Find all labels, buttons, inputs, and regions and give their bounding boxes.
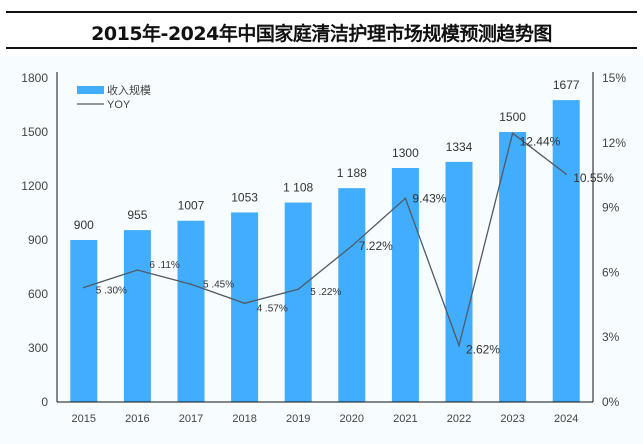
yoy-point-2023: [511, 132, 514, 135]
yoy-line: [83, 132, 567, 348]
yoy-value-label: 6 .11%: [149, 260, 179, 271]
bar-2015: [70, 240, 98, 402]
x-tick-label: 2023: [500, 413, 524, 425]
right-tick-label: 3%: [602, 330, 620, 344]
bar-2017: [177, 220, 205, 402]
x-tick-label: 2020: [340, 413, 364, 425]
left-tick-label: 900: [28, 233, 48, 247]
x-tick-label: 2015: [72, 413, 96, 425]
yoy-point-2016: [136, 269, 139, 271]
bar-2024: [552, 100, 580, 402]
left-tick-label: 300: [28, 341, 48, 355]
right-tick-label: 6%: [602, 265, 620, 279]
bar-2022: [445, 161, 473, 402]
x-tick-label: 2019: [286, 413, 310, 425]
yoy-value-label: 5 .45%: [203, 279, 234, 290]
right-tick-label: 12%: [602, 136, 626, 150]
yoy-point-2015: [83, 286, 85, 289]
yoy-value-label: 12.44%: [520, 134, 561, 148]
bar-value-label: 1007: [178, 199, 205, 213]
legend-line-label: YOY: [107, 99, 131, 111]
yoy-point-2022: [458, 344, 460, 347]
bar-2023: [499, 132, 527, 402]
bar-value-label: 1334: [446, 140, 473, 154]
bar-value-label: 1677: [553, 78, 580, 92]
yoy-point-2019: [297, 288, 300, 291]
yoy-point-2020: [351, 245, 353, 247]
x-tick-label: 2021: [393, 413, 417, 425]
right-tick-label: 15%: [602, 71, 626, 85]
bar-value-label: 1500: [499, 110, 526, 124]
right-tick-label: 0%: [602, 395, 620, 409]
yoy-point-2021: [404, 197, 407, 200]
left-tick-label: 0: [41, 395, 48, 409]
bar-2016: [123, 230, 151, 402]
yoy-value-label: 10.55%: [573, 171, 614, 185]
yoy-value-label: 7.22%: [359, 239, 393, 253]
legend-bar-swatch: [77, 86, 104, 94]
bar-value-label: 1 108: [283, 181, 313, 195]
legend-bar-label: 收入规模: [107, 83, 151, 97]
bar-value-label: 1 188: [337, 166, 367, 180]
yoy-value-label: 9.43%: [412, 191, 446, 205]
yoy-value-label: 5 .22%: [310, 287, 341, 298]
bar-value-label: 900: [74, 218, 94, 232]
left-tick-label: 600: [28, 287, 48, 301]
title-top-rule: [6, 11, 637, 13]
left-tick-label: 1500: [21, 125, 48, 139]
yoy-value-label: 5 .30%: [96, 286, 127, 297]
bar-value-label: 1053: [231, 190, 258, 204]
chart-area: [0, 56, 643, 444]
x-tick-label: 2017: [179, 413, 203, 425]
x-tick-label: 2018: [232, 413, 256, 425]
x-tick-label: 2024: [554, 413, 578, 425]
bar-2018: [231, 212, 259, 402]
yoy-point-2024: [565, 173, 567, 175]
bar-value-label: 955: [127, 208, 147, 222]
yoy-value-label: 2.62%: [466, 342, 500, 356]
yoy-point-2018: [243, 302, 246, 305]
x-tick-label: 2016: [125, 413, 149, 425]
chart-title: 2015年-2024年中国家庭清洁护理市场规模预测趋势图: [91, 23, 552, 45]
right-tick-label: 9%: [602, 201, 620, 215]
bar-2019: [284, 202, 312, 402]
left-tick-label: 1800: [21, 71, 48, 85]
x-tick-label: 2022: [447, 413, 471, 425]
yoy-value-label: 4 .57%: [257, 303, 288, 314]
bar-value-label: 1300: [392, 146, 419, 160]
yoy-point-2017: [190, 283, 192, 286]
left-tick-label: 1200: [21, 179, 48, 193]
title-bottom-rule: [6, 47, 637, 49]
bar-2020: [338, 188, 366, 402]
